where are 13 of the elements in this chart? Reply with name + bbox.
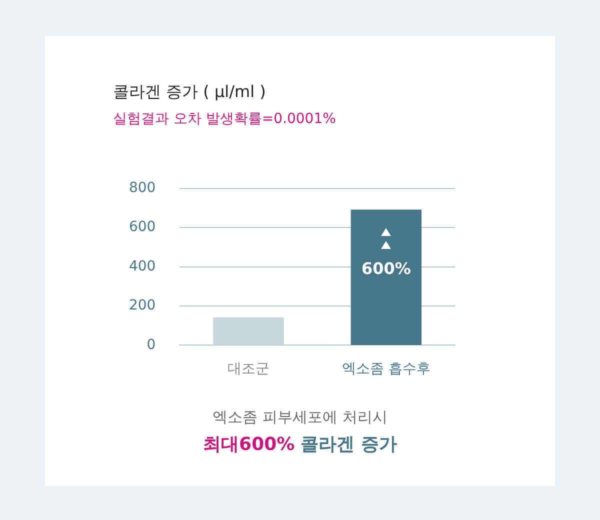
y-tick-label: 400 [128, 258, 156, 274]
y-tick-label: 0 [146, 336, 156, 353]
text: 엑소좀 피부세포에 처리시 [212, 408, 388, 427]
annotation: 600% [361, 259, 411, 278]
y-tick-label: 600 [128, 219, 156, 236]
x-tick-label: 대조군 [228, 361, 270, 378]
y-tick-label: 200 [128, 298, 156, 314]
text: 콜라겐 증가 [300, 434, 397, 455]
x-tick-label: 엑소좀 흡수후 [342, 361, 430, 378]
chart-title: 콜라겐 증가 ( µl/ml ) [113, 82, 266, 103]
chart-subtitle: 실험결과 오차 발생확률=0.0001% [113, 110, 336, 128]
y-tick-label: 800 [128, 180, 156, 196]
text: 최대600% [203, 434, 295, 455]
